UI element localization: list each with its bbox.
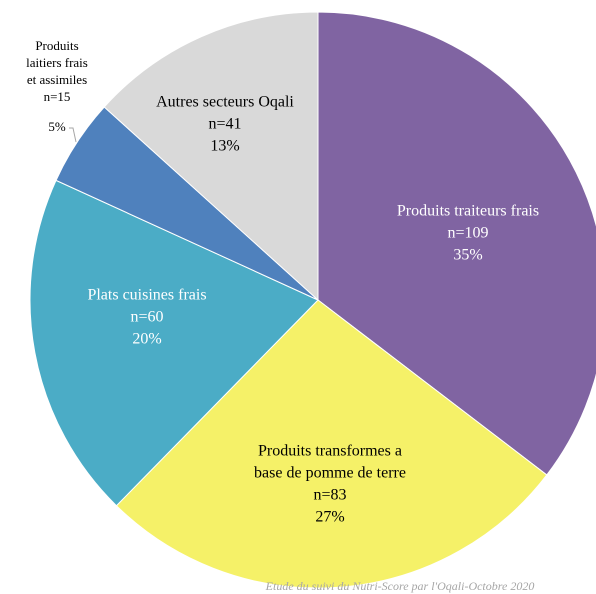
percentage-label: 5%: [48, 119, 66, 134]
percentage-label: 13%: [210, 138, 239, 155]
slice-label: Produits: [35, 38, 78, 53]
pie-slice: [317, 11, 596, 476]
pie-slice: [103, 11, 319, 302]
value-label: n=83: [313, 487, 346, 504]
percentage-label: 27%: [315, 509, 344, 526]
note: Etude du suivi du Nutri-Score par l'Oqal…: [265, 579, 535, 593]
slice-label: Plats cuisines frais: [87, 287, 206, 304]
labels: Produits traiteurs frais n=109 35% Produits…: [26, 38, 539, 526]
pie: [29, 11, 596, 589]
slice-label: laitiers frais: [26, 55, 88, 70]
percentage-label: 20%: [132, 331, 161, 348]
slice-label: Produits traiteurs frais: [397, 203, 539, 220]
value-label: n=109: [447, 225, 488, 242]
value-label: n=15: [44, 89, 71, 104]
pie-slice: [115, 299, 548, 589]
percentage-label: 35%: [453, 247, 482, 264]
slice-label: et assimiles: [27, 72, 87, 87]
slice-label: Produits transformes a: [258, 443, 402, 460]
slice-label: Autres secteurs Oqali: [156, 94, 294, 111]
slice-label: base de pomme de terre: [254, 465, 406, 482]
value-label: n=60: [130, 309, 163, 326]
leader-line: [69, 127, 77, 143]
value-label: n=41: [208, 116, 241, 133]
pie-slice: [29, 179, 319, 507]
